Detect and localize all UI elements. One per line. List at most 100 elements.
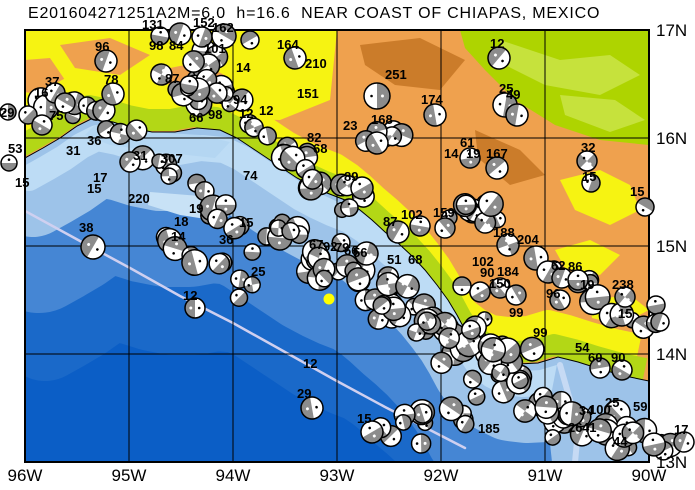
beachball-icon bbox=[162, 236, 188, 262]
beachball-gray-half bbox=[152, 154, 161, 168]
beachball-dot-white bbox=[287, 160, 291, 164]
beachball-dot-white bbox=[509, 353, 513, 357]
beachball-outline bbox=[101, 82, 125, 106]
beachball-gray-half bbox=[232, 291, 248, 307]
beachball-dot bbox=[445, 214, 448, 218]
beachball-dot-white bbox=[462, 344, 466, 348]
beachball-dot bbox=[235, 293, 238, 297]
event-depth-label: 15 bbox=[239, 215, 253, 230]
beachball-outline bbox=[438, 327, 460, 350]
beachball-gray-half bbox=[453, 277, 471, 286]
event-depth-label: 15 bbox=[618, 306, 632, 321]
beachball-dot bbox=[418, 332, 422, 335]
beachball-dot bbox=[254, 129, 257, 133]
event-depth-label: 29 bbox=[0, 105, 14, 120]
beachball-dot-white bbox=[372, 434, 376, 438]
event-depth-label: 210 bbox=[305, 56, 327, 71]
beachball-outline bbox=[650, 312, 670, 332]
beachball-quadrant bbox=[169, 175, 178, 185]
beachball-icon bbox=[459, 147, 481, 169]
beachball-dot bbox=[625, 311, 628, 315]
beachball-dot-white bbox=[504, 239, 508, 243]
beachball-icon bbox=[430, 351, 453, 375]
lon-axis-label: 96W bbox=[8, 466, 43, 485]
beachball-quadrant bbox=[225, 103, 237, 112]
beachball-dot bbox=[172, 252, 175, 255]
beachball-gray-half bbox=[520, 337, 543, 354]
beachball-dot bbox=[648, 429, 651, 433]
event-depth-label: 15 bbox=[582, 169, 596, 184]
beachball-dot bbox=[159, 30, 162, 34]
beachball-icon bbox=[223, 216, 246, 240]
beachball-dot bbox=[651, 438, 655, 442]
beachball-icon bbox=[301, 168, 323, 190]
lon-axis-label: 95W bbox=[112, 466, 147, 485]
beachball-quadrant bbox=[208, 58, 220, 75]
beachball-quadrant bbox=[336, 177, 347, 192]
beachball-icon bbox=[614, 286, 636, 308]
beachball-dot-white bbox=[204, 36, 208, 40]
beachball-dot bbox=[197, 306, 201, 310]
beachball-dot bbox=[61, 105, 65, 108]
event-depth-label: 19 bbox=[189, 201, 203, 216]
event-depth-label: 89 bbox=[344, 169, 358, 184]
beachball-dot bbox=[212, 215, 216, 219]
beachball-dot bbox=[251, 247, 254, 250]
beachball-outline bbox=[417, 311, 437, 331]
beachball-dot bbox=[116, 91, 119, 94]
beachball-icon bbox=[489, 277, 511, 299]
beachball-dot bbox=[511, 295, 514, 299]
beachball-outline bbox=[281, 221, 300, 241]
beachball-gray-half bbox=[432, 352, 452, 369]
beachball-dot bbox=[620, 407, 623, 411]
beachball-dot bbox=[611, 444, 615, 447]
lon-axis-label: 92W bbox=[424, 466, 459, 485]
beachball-icon bbox=[243, 275, 261, 294]
beachball-dot bbox=[343, 180, 346, 184]
beachball-outline bbox=[410, 433, 432, 454]
event-depth-label: 220 bbox=[128, 191, 150, 206]
beachball-gray-half bbox=[97, 120, 114, 135]
beachball-outline bbox=[54, 92, 76, 114]
beachball-dot-white bbox=[167, 159, 171, 163]
beachball-dot bbox=[214, 259, 218, 263]
beachball-icon bbox=[621, 421, 645, 445]
beachball-dot-white bbox=[518, 291, 522, 295]
beachball-quadrant bbox=[474, 216, 486, 232]
yellow-terrain-patch bbox=[560, 170, 640, 225]
beachball-quadrant bbox=[515, 399, 532, 411]
event-depth-label: 25 bbox=[499, 81, 513, 96]
beachball-icon bbox=[423, 103, 447, 127]
beachball-icon bbox=[455, 194, 477, 216]
beachball-icon bbox=[456, 414, 475, 434]
beachball-outline bbox=[340, 198, 359, 217]
beachball-dot-white bbox=[556, 275, 560, 279]
event-depth-label: 75 bbox=[49, 108, 63, 123]
beachball-quadrant bbox=[577, 153, 587, 169]
beachball-dot-white bbox=[417, 228, 421, 232]
beachball-gray-half bbox=[318, 270, 333, 285]
beachball-icon bbox=[184, 297, 206, 319]
beachball-gray-half bbox=[362, 426, 383, 443]
beachball-gray-half bbox=[651, 313, 664, 331]
beachball-outline bbox=[0, 154, 18, 172]
beachball-dot-white bbox=[369, 253, 373, 257]
event-depth-label: 66 bbox=[189, 110, 203, 125]
beachball-dot bbox=[302, 164, 305, 167]
beachball-dot-white bbox=[588, 162, 592, 166]
event-depth-label: 67 bbox=[309, 237, 323, 252]
beachball-icon bbox=[434, 217, 456, 239]
beachball-dot bbox=[576, 274, 580, 278]
beachball-icon bbox=[283, 46, 307, 70]
beachball-dot-white bbox=[596, 300, 600, 304]
beachball-dot-white bbox=[235, 230, 239, 234]
beachball-outline bbox=[614, 286, 636, 308]
beachball-icon bbox=[281, 221, 300, 241]
beachball-dot bbox=[437, 365, 441, 368]
beachball-outline bbox=[94, 49, 118, 73]
beachball-dot bbox=[502, 373, 505, 377]
beachball-dot bbox=[542, 268, 546, 271]
beachball-gray-half bbox=[8, 104, 16, 120]
